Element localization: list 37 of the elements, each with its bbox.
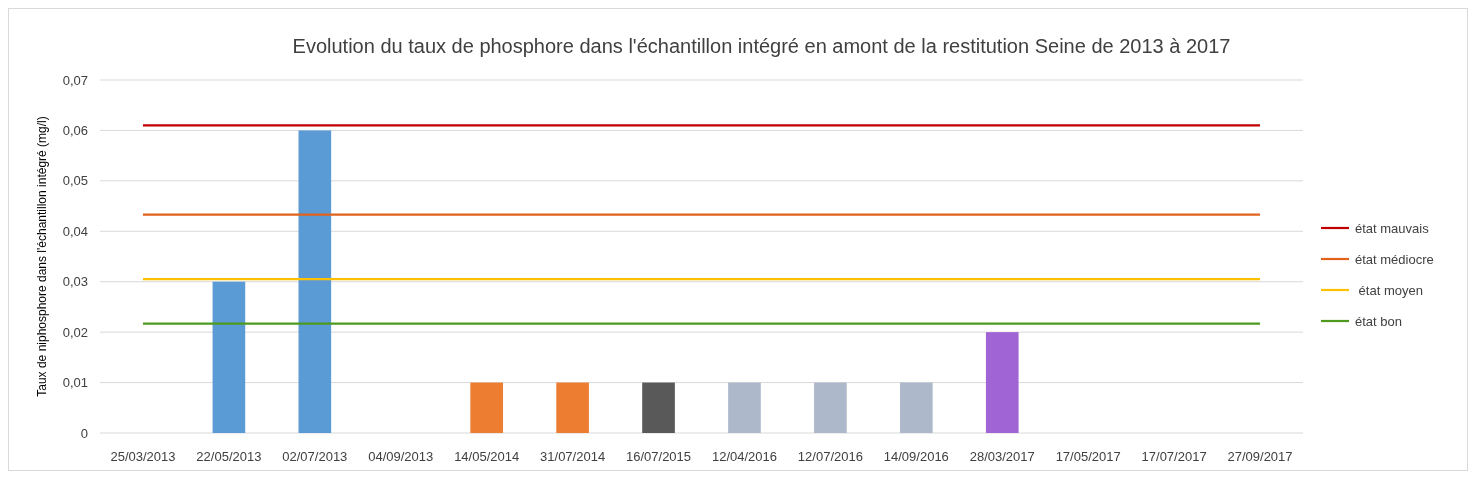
y-tick-label: 0,06 bbox=[62, 122, 88, 138]
x-tick-label: 31/07/2014 bbox=[540, 449, 606, 464]
x-tick-label: 25/03/2013 bbox=[110, 449, 176, 464]
chart-title: Evolution du taux de phosphore dans l'échantillon intégré en amont de la restitution Seine de 2013 à 2017 bbox=[292, 35, 1231, 57]
x-tick-label: 17/07/2017 bbox=[1141, 449, 1207, 464]
bar bbox=[814, 382, 847, 433]
y-tick-label: 0,05 bbox=[62, 173, 88, 189]
legend-label: état bon bbox=[1355, 313, 1402, 329]
legend-label: état médiocre bbox=[1355, 251, 1434, 267]
bar bbox=[900, 382, 933, 433]
y-tick-label: 0,02 bbox=[62, 324, 88, 340]
bar bbox=[212, 281, 246, 433]
bar bbox=[556, 382, 589, 433]
legend-label: état moyen bbox=[1355, 282, 1423, 298]
bar bbox=[298, 130, 332, 433]
y-tick-label: 0,04 bbox=[62, 223, 88, 239]
y-tick-label: 0,01 bbox=[62, 375, 88, 391]
x-tick-label: 22/05/2013 bbox=[196, 449, 262, 464]
y-tick-label: 0,07 bbox=[62, 72, 88, 88]
x-tick-label: 12/07/2016 bbox=[797, 449, 863, 464]
x-tick-label: 04/09/2013 bbox=[368, 449, 434, 464]
x-tick-label: 17/05/2017 bbox=[1055, 449, 1121, 464]
x-tick-label: 14/05/2014 bbox=[454, 449, 520, 464]
x-tick-label: 14/09/2016 bbox=[883, 449, 949, 464]
x-tick-label: 12/04/2016 bbox=[711, 449, 777, 464]
bar bbox=[985, 332, 1019, 433]
y-tick-label: 0 bbox=[80, 425, 88, 441]
y-tick-label: 0,03 bbox=[62, 274, 88, 290]
x-tick-label: 02/07/2013 bbox=[282, 449, 348, 464]
y-axis-title: Taux de niphosphore dans l'échantillon intégré (mg/l) bbox=[35, 116, 49, 397]
legend-label: état mauvais bbox=[1355, 220, 1430, 236]
bar bbox=[470, 382, 503, 433]
x-tick-label: 16/07/2015 bbox=[626, 449, 692, 464]
x-tick-label: 27/09/2017 bbox=[1227, 449, 1293, 464]
bar bbox=[728, 382, 761, 433]
x-tick-label: 28/03/2017 bbox=[969, 449, 1035, 464]
bar bbox=[642, 382, 675, 433]
